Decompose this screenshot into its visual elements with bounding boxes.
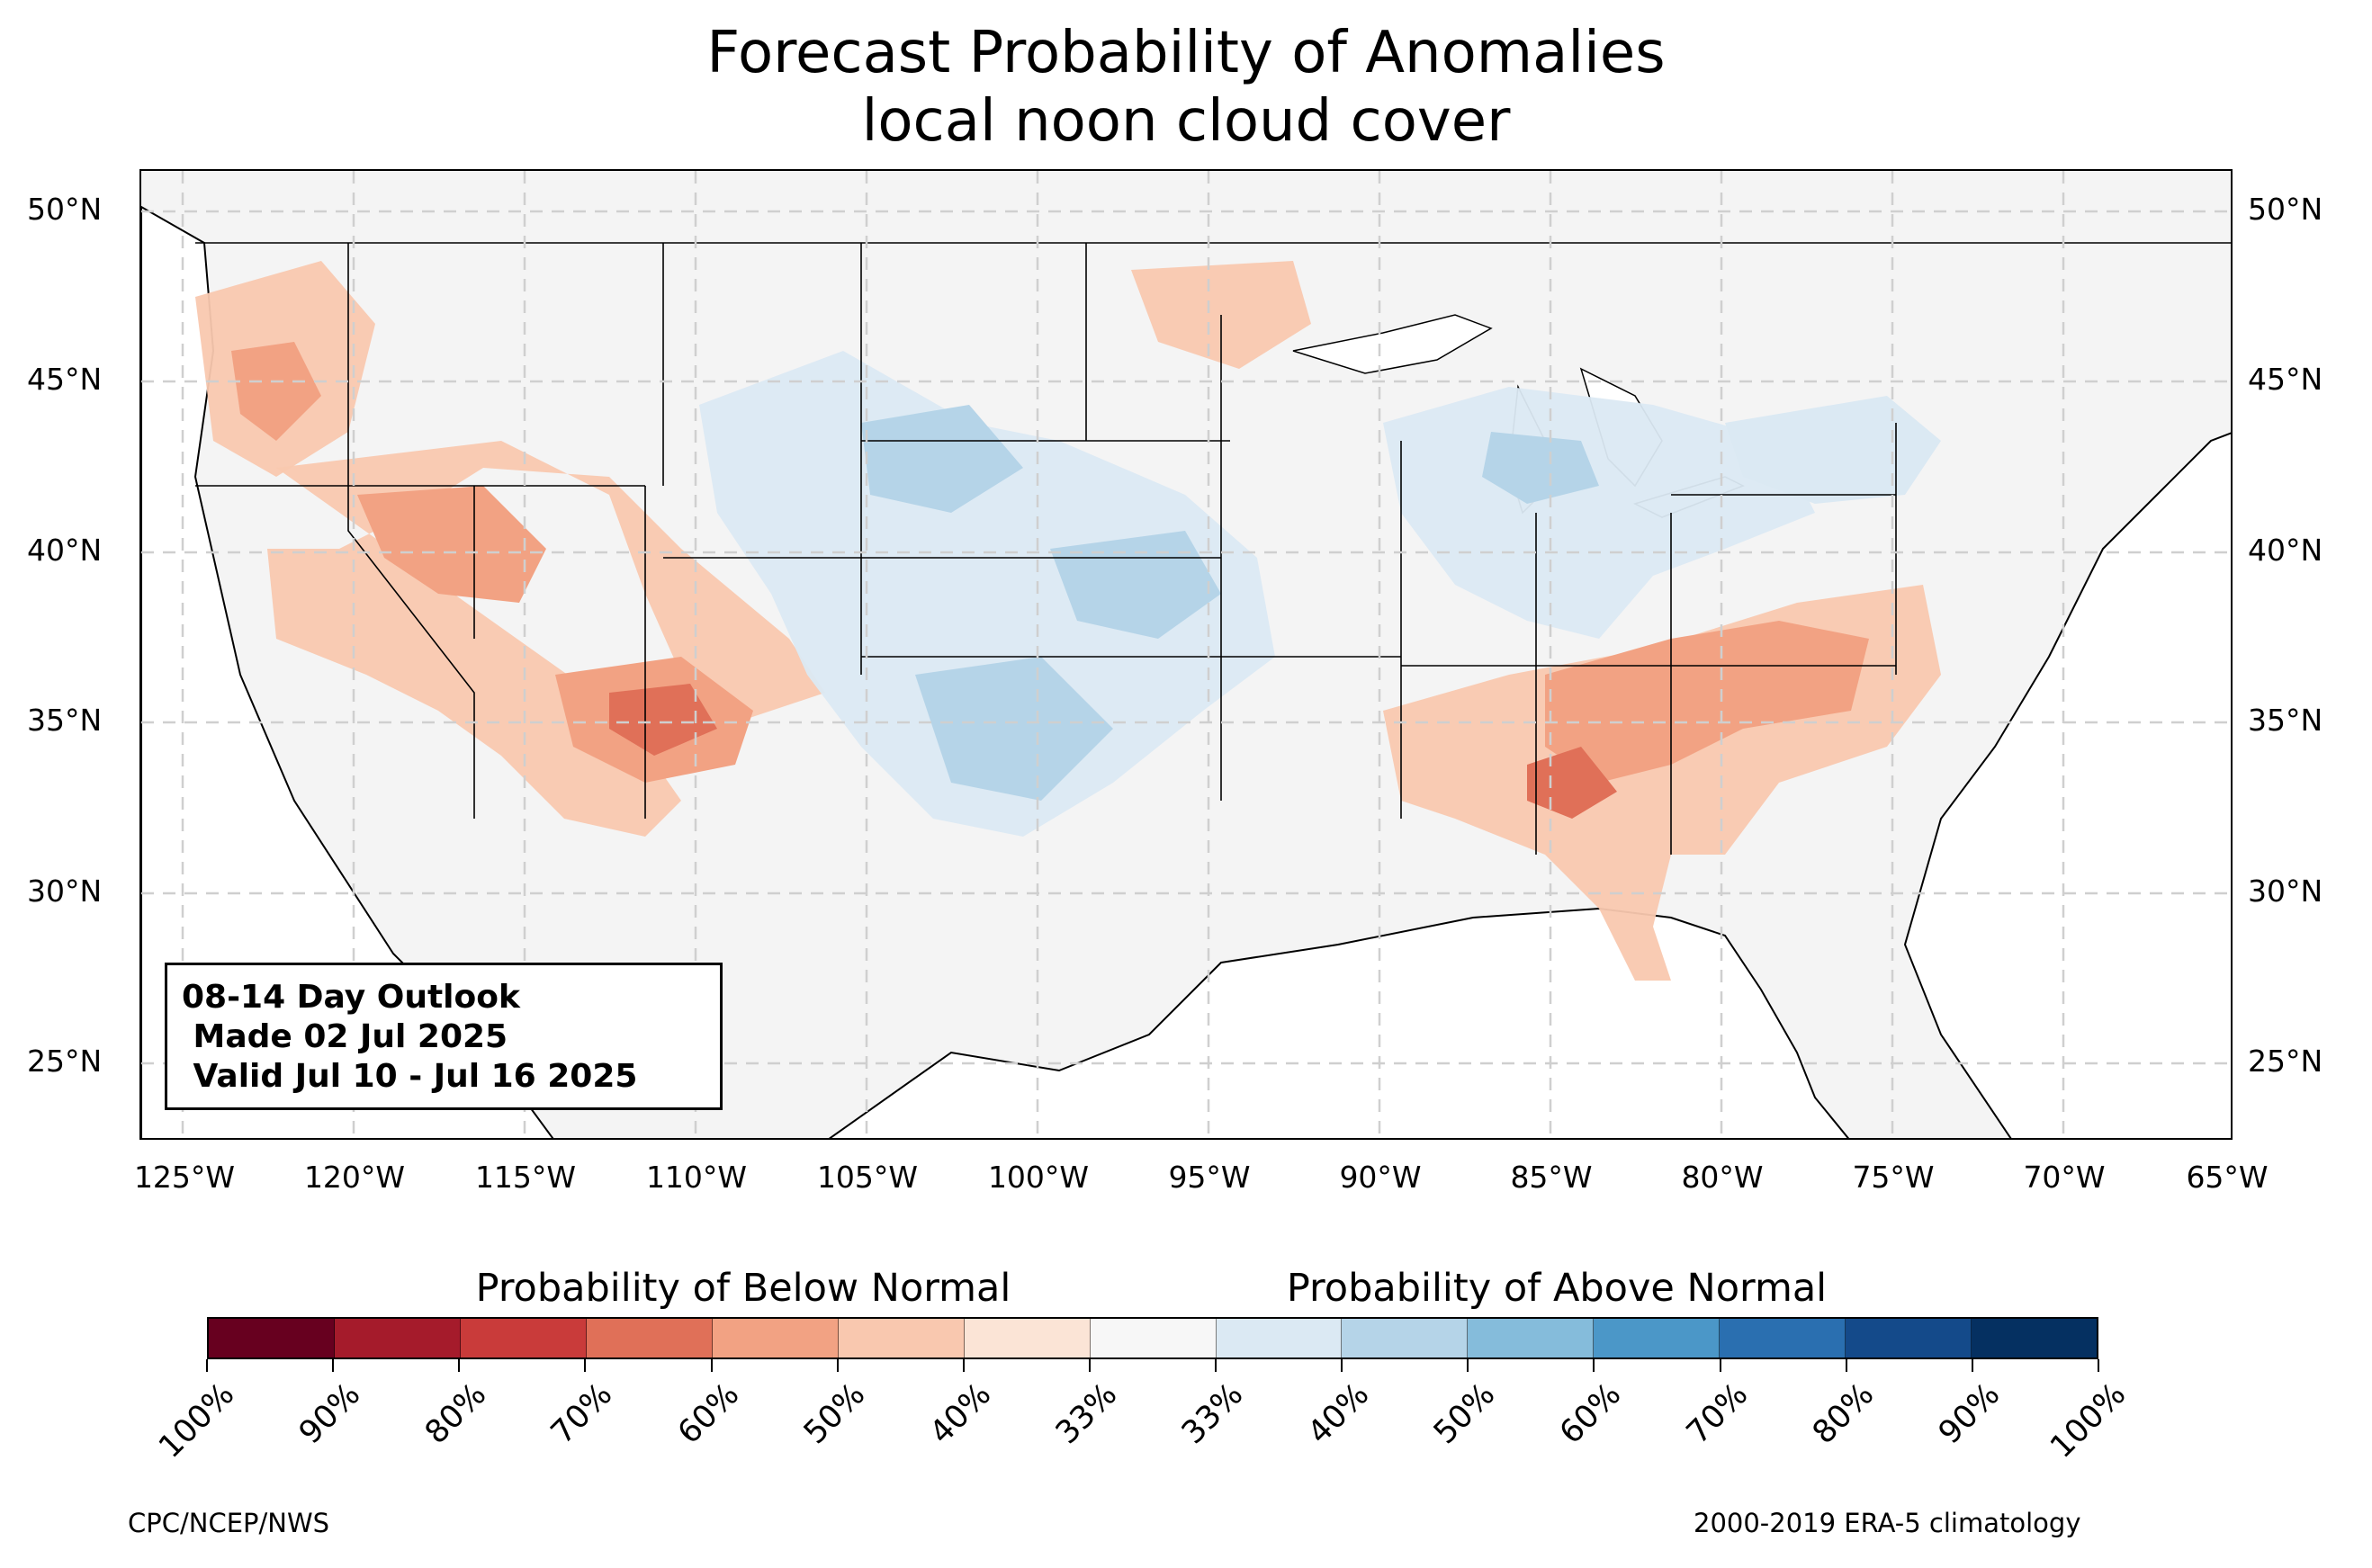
lat-label-left: 25°N	[27, 1044, 103, 1079]
colorbar-tick	[1593, 1359, 1595, 1372]
map-title: Forecast Probability of Anomalies	[706, 20, 1666, 86]
colorbar-tick-label: 33%	[1048, 1376, 1125, 1452]
lat-label-right: 45°N	[2248, 362, 2323, 397]
colorbar-tick-label: 40%	[922, 1376, 999, 1452]
colorbar-segment	[334, 1319, 461, 1357]
below-arizona-core	[609, 684, 717, 756]
lon-label: 80°W	[1681, 1160, 1764, 1195]
lon-label: 115°W	[474, 1160, 577, 1195]
colorbar-segment	[586, 1319, 713, 1357]
colorbar-tick-label: 40%	[1301, 1376, 1377, 1452]
lat-label-right: 30°N	[2248, 874, 2323, 909]
colorbar-segment	[712, 1319, 839, 1357]
colorbar	[207, 1317, 2098, 1359]
colorbar-tick-label: 90%	[292, 1376, 368, 1452]
colorbar-tick-label: 80%	[418, 1376, 494, 1452]
colorbar-tick-label: 33%	[1175, 1376, 1251, 1452]
colorbar-tick	[332, 1359, 335, 1372]
credit-climatology: 2000-2019 ERA-5 climatology	[1694, 1508, 2081, 1538]
colorbar-tick	[962, 1359, 965, 1372]
colorbar-tick	[206, 1359, 208, 1372]
gulf-of-mexico	[828, 907, 1850, 1138]
lat-label-left: 30°N	[27, 874, 103, 909]
colorbar-tick-label: 60%	[670, 1376, 746, 1452]
outlook-made-date: Made 02 Jul 2025	[182, 1018, 508, 1055]
colorbar-tick-label: 60%	[1553, 1376, 1629, 1452]
above-central-plains	[699, 351, 1275, 837]
colorbar-segment	[1594, 1319, 1721, 1357]
lat-label-left: 45°N	[27, 362, 103, 397]
state-borders	[195, 242, 2231, 855]
above-northeast	[1725, 396, 1941, 504]
colorbar-tick	[1088, 1359, 1091, 1372]
outlook-valid-range: Valid Jul 10 - Jul 16 2025	[182, 1058, 638, 1095]
colorbar-tick-label: 100%	[2044, 1376, 2134, 1466]
colorbar-tick-label: 80%	[1805, 1376, 1882, 1452]
lon-label: 85°W	[1510, 1160, 1593, 1195]
colorbar-segment	[1216, 1319, 1343, 1357]
atlantic-ocean	[1903, 432, 2231, 1138]
below-normal-regions	[195, 261, 1941, 981]
lon-label: 100°W	[987, 1160, 1090, 1195]
colorbar-tick-label: 50%	[1427, 1376, 1503, 1452]
lat-label-left: 40°N	[27, 533, 103, 568]
lon-label: 125°W	[133, 1160, 236, 1195]
lon-label: 65°W	[2186, 1160, 2269, 1195]
colorbar-tick	[584, 1359, 587, 1372]
colorbar-segment	[838, 1319, 965, 1357]
lon-label: 95°W	[1168, 1160, 1251, 1195]
credit-source: CPC/NCEP/NWS	[128, 1508, 330, 1538]
colorbar-tick-label: 100%	[152, 1376, 242, 1466]
lat-label-right: 50°N	[2248, 192, 2323, 227]
colorbar-below-label: Probability of Below Normal	[475, 1266, 1011, 1311]
colorbar-tick	[710, 1359, 713, 1372]
outlook-info-box: 08-14 Day Outlook Made 02 Jul 2025 Valid…	[165, 963, 723, 1110]
colorbar-segment	[964, 1319, 1091, 1357]
colorbar-segment	[209, 1319, 335, 1357]
lon-label: 110°W	[645, 1160, 748, 1195]
above-nebraska-core	[861, 405, 1023, 513]
colorbar-tick	[836, 1359, 839, 1372]
map-subtitle: local noon cloud cover	[861, 88, 1511, 155]
colorbar-tick	[458, 1359, 461, 1372]
colorbar-tick	[1845, 1359, 1847, 1372]
colorbar-tick	[2098, 1359, 2099, 1372]
colorbar-segment	[1090, 1319, 1217, 1357]
above-texas-core	[915, 657, 1113, 801]
colorbar-tick-label: 90%	[1931, 1376, 2008, 1452]
colorbar-tick	[1719, 1359, 1721, 1372]
colorbar-segment	[460, 1319, 587, 1357]
colorbar-tick-label: 70%	[1679, 1376, 1755, 1452]
lon-label: 70°W	[2023, 1160, 2106, 1195]
lake-superior	[1292, 314, 1493, 374]
lon-label: 105°W	[816, 1160, 919, 1195]
lat-label-right: 40°N	[2248, 533, 2323, 568]
above-michigan-core	[1482, 432, 1599, 504]
colorbar-tick-label: 50%	[796, 1376, 872, 1452]
map-canvas	[141, 171, 2231, 1138]
colorbar-segment	[1720, 1319, 1846, 1357]
colorbar-tick	[1971, 1359, 1973, 1372]
colorbar-segment	[1846, 1319, 1972, 1357]
below-southeast-core	[1545, 621, 1869, 783]
below-nevada-core	[357, 486, 546, 603]
below-great-basin	[267, 441, 825, 837]
lat-label-left: 50°N	[27, 192, 103, 227]
colorbar-segment	[1972, 1319, 2098, 1357]
colorbar-tick	[1215, 1359, 1217, 1372]
below-northwest-core	[231, 342, 321, 441]
lat-label-left: 35°N	[27, 703, 103, 738]
lon-label: 90°W	[1339, 1160, 1422, 1195]
lat-label-right: 25°N	[2248, 1044, 2323, 1079]
lon-label: 75°W	[1852, 1160, 1935, 1195]
colorbar-tick-label: 70%	[544, 1376, 620, 1452]
colorbar-segment	[1342, 1319, 1469, 1357]
outlook-period: 08-14 Day Outlook	[182, 979, 520, 1016]
colorbar-above-label: Probability of Above Normal	[1286, 1266, 1828, 1311]
lat-label-right: 35°N	[2248, 703, 2323, 738]
colorbar-segment	[1468, 1319, 1595, 1357]
lon-label: 120°W	[303, 1160, 406, 1195]
colorbar-tick	[1467, 1359, 1469, 1372]
colorbar-tick	[1341, 1359, 1343, 1372]
